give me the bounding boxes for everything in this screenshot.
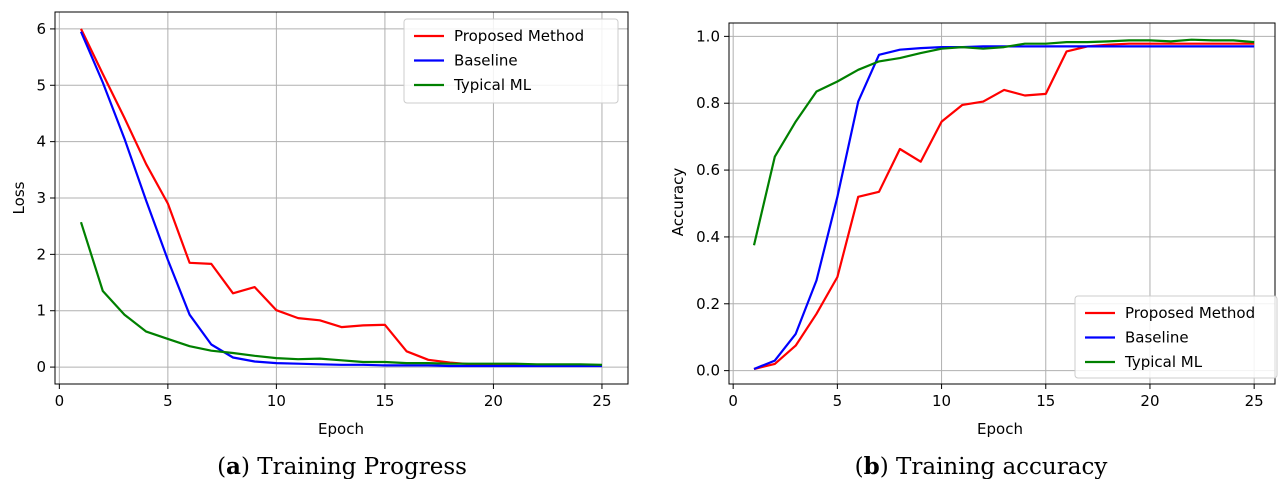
loss-legend-label-typical-ml: Typical ML [453,76,532,94]
accuracy-y-tick-label: 0.8 [696,94,720,112]
loss-y-tick-label: 2 [36,245,46,263]
accuracy-legend-label-baseline: Baseline [1125,329,1189,347]
loss-y-tick-label: 3 [36,189,46,207]
loss-y-tick-label: 0 [36,358,46,376]
loss-series-typical-ml [79,221,603,366]
accuracy-x-tick-label: 10 [932,392,951,410]
accuracy-y-tick-label: 1.0 [696,27,720,45]
accuracy-x-axis-label: Epoch [977,420,1023,438]
accuracy-x-tick-label: 25 [1245,392,1264,410]
accuracy-legend-box [1074,295,1278,379]
caption-a: (a) Training Progress [217,453,467,479]
accuracy-x-tick-label: 15 [1036,392,1055,410]
accuracy-x-tick-label: 20 [1140,392,1159,410]
loss-y-tick-label: 1 [36,302,46,320]
accuracy-legend: Proposed Method Baseline Typical ML [1074,295,1278,379]
accuracy-y-axis-label: Accuracy [669,168,687,237]
loss-legend-box [403,18,619,104]
caption-b-text: Training accuracy [889,454,1108,479]
accuracy-series [752,38,1255,371]
loss-y-tick-label: 5 [36,76,46,94]
loss-x-tick-label: 20 [484,392,503,410]
loss-legend-label-baseline: Baseline [454,52,518,70]
accuracy-series-typical-ml [752,38,1255,246]
accuracy-plot-frame [728,22,1276,385]
caption-a-label: a [226,453,241,479]
loss-x-tick-label: 10 [267,392,286,410]
loss-x-tick-label: 5 [163,392,173,410]
accuracy-y-tick-label: 0.6 [696,161,720,179]
accuracy-chart: 0 5 10 15 20 25 0.0 0.2 0.4 0.6 0.8 1.0 Epoch Accur… [669,22,1278,438]
loss-legend-label-proposed-method: Proposed Method [454,27,584,45]
accuracy-x-tick-label: 5 [833,392,843,410]
loss-chart: 0 5 10 15 20 25 0 1 2 3 4 5 6 Epoch Loss Proposed Me… [10,11,629,438]
loss-legend: Proposed Method Baseline Typical ML [403,18,619,104]
accuracy-y-tick-label: 0.2 [696,295,720,313]
loss-series-baseline [79,31,602,368]
loss-x-tick-label: 0 [55,392,65,410]
loss-x-axis-label: Epoch [318,420,364,438]
accuracy-y-tick-label: 0.0 [696,362,720,380]
accuracy-legend-label-typical-ml: Typical ML [1124,353,1203,371]
loss-y-tick-label: 4 [36,133,46,151]
accuracy-grid [729,23,1275,384]
caption-b: (b) Training accuracy [855,453,1108,479]
loss-ticks: 0 5 10 15 20 25 0 1 2 3 4 5 6 [36,20,611,410]
accuracy-legend-label-proposed-method: Proposed Method [1125,304,1255,322]
caption-b-label: b [864,453,880,479]
accuracy-y-tick-label: 0.4 [696,228,720,246]
caption-a-text: Training Progress [250,454,467,479]
accuracy-ticks: 0 5 10 15 20 25 0.0 0.2 0.4 0.6 0.8 1.0 [696,27,1264,410]
accuracy-x-tick-label: 0 [728,392,738,410]
loss-x-tick-label: 25 [592,392,611,410]
loss-y-axis-label: Loss [10,181,28,214]
loss-series [79,28,603,368]
loss-y-tick-label: 6 [36,20,46,38]
accuracy-series-proposed-method [753,42,1255,371]
loss-x-tick-label: 15 [375,392,394,410]
